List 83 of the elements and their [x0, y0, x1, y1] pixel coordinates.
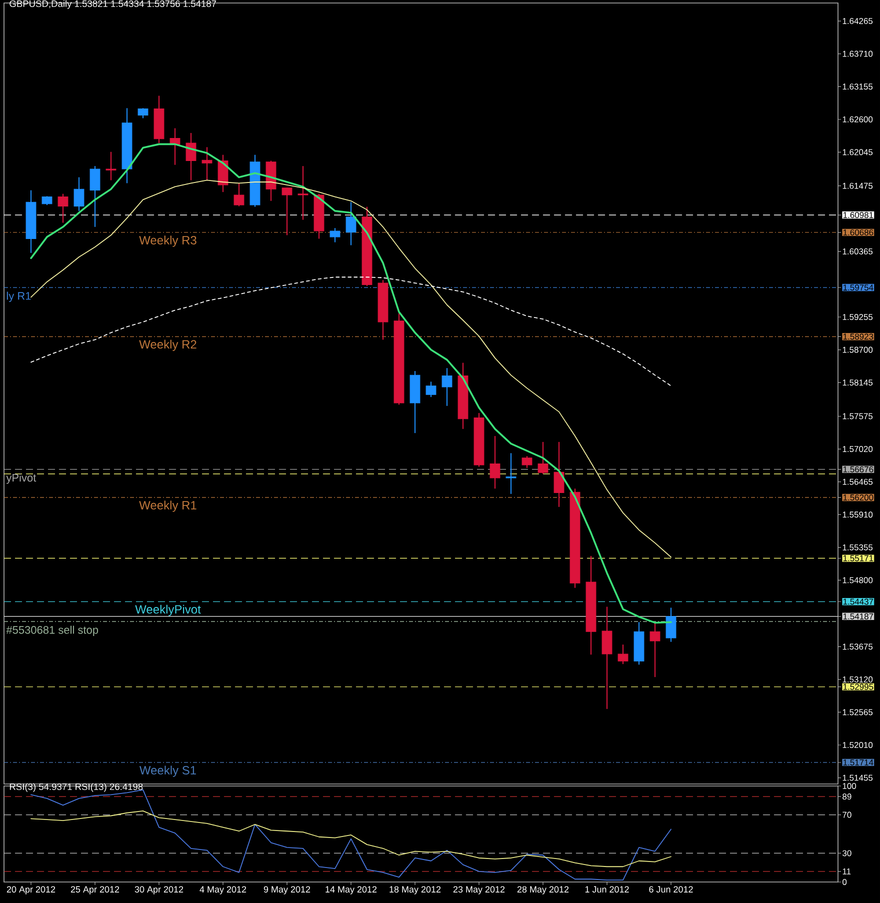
annotation: yPivot: [6, 474, 36, 484]
candlestick: [522, 456, 532, 468]
y-tick-label: 1.53120: [842, 676, 873, 682]
y-tick-label: 1.63710: [842, 50, 873, 57]
chart-title: RSI(3) 54.9371 RSI(13) 26.4198: [10, 783, 143, 792]
candlestick: [666, 607, 676, 642]
y-tick-label: 1.59255: [842, 314, 873, 320]
y-tick-label: 1.62045: [842, 149, 873, 156]
y-tick-label: 0: [842, 878, 847, 885]
candlestick: [602, 606, 612, 710]
y-tick-label: 1.58145: [842, 380, 873, 386]
y-tick-label: 1.58923: [843, 334, 874, 340]
y-tick-label: 1.51455: [842, 774, 873, 781]
annotation: ly R1: [6, 292, 31, 302]
candlestick: [554, 441, 564, 508]
candlestick: [346, 202, 356, 246]
y-tick-label: 11: [842, 868, 851, 874]
candlestick: [490, 436, 500, 490]
y-tick-label: 70: [842, 812, 852, 818]
ref-line-label: Weekly S1: [139, 766, 196, 777]
y-tick-label: 1.54187: [843, 613, 874, 620]
x-tick-label: 25 Apr 2012: [70, 886, 120, 894]
candlestick: [138, 108, 148, 119]
y-tick-label: 1.56676: [843, 466, 874, 472]
y-tick-label: 1.55355: [842, 544, 873, 550]
x-tick-label: 9 May 2012: [264, 886, 310, 894]
y-tick-label: 1.63155: [842, 84, 873, 90]
y-tick-label: 1.54437: [843, 598, 874, 605]
x-tick-label: 28 May 2012: [517, 886, 569, 894]
y-tick-label: 30: [842, 850, 852, 856]
y-tick-label: 1.64265: [842, 18, 873, 24]
candlestick: [186, 132, 196, 181]
y-tick-label: 100: [842, 782, 856, 789]
annotation: #5530681 sell stop: [6, 626, 98, 636]
y-tick-label: 1.56200: [843, 494, 874, 500]
candlestick: [506, 452, 516, 494]
y-tick-label: 1.55171: [843, 555, 874, 562]
y-tick-label: 1.57020: [842, 446, 873, 452]
x-tick-label: 18 May 2012: [390, 886, 441, 894]
candlestick: [170, 128, 180, 166]
x-tick-label: 6 Jun 2012: [649, 886, 693, 893]
y-tick-label: 1.55910: [842, 512, 873, 518]
ref-line-label: Weekly R2: [139, 340, 196, 351]
candlestick: [298, 166, 308, 220]
y-tick-label: 1.60686: [843, 229, 874, 236]
x-tick-label: 30 Apr 2012: [134, 886, 184, 894]
x-tick-label: 23 May 2012: [453, 886, 505, 894]
y-tick-label: 1.56465: [842, 478, 873, 485]
y-tick-label: 1.60981: [843, 212, 874, 218]
y-tick-label: 1.62600: [842, 116, 873, 122]
y-tick-label: 1.61475: [842, 182, 873, 189]
chart-title: GBPUSD,Daily 1.53821 1.54334 1.53756 1.54187: [10, 0, 216, 9]
ref-line-label: Weekly R3: [139, 236, 196, 247]
candlestick: [650, 622, 660, 678]
y-tick-label: 1.52565: [842, 709, 873, 716]
y-tick-label: 89: [842, 794, 852, 800]
candlestick: [90, 166, 100, 228]
candlestick: [58, 193, 68, 224]
y-tick-label: 1.58700: [842, 346, 873, 353]
candlestick: [618, 644, 628, 665]
candlestick: [282, 187, 292, 236]
candlestick: [202, 146, 212, 181]
y-tick-label: 1.52010: [842, 742, 873, 748]
ref-line-label: Weekly R1: [139, 500, 196, 512]
y-tick-label: 1.60365: [842, 248, 873, 254]
y-tick-label: 1.59754: [843, 284, 874, 291]
candlestick: [74, 176, 84, 212]
y-tick-label: 1.51714: [843, 760, 874, 766]
candlestick: [234, 182, 244, 207]
x-tick-label: 1 Jun 2012: [585, 886, 629, 893]
y-tick-label: 1.57575: [842, 413, 873, 420]
y-tick-label: 1.54800: [842, 577, 873, 584]
candlestick: [106, 151, 116, 181]
candlestick: [330, 228, 340, 243]
x-tick-label: 4 May 2012: [200, 886, 246, 894]
y-tick-label: 1.53675: [842, 644, 873, 650]
y-tick-label: 1.52995: [843, 684, 874, 690]
x-tick-label: 20 Apr 2012: [6, 886, 56, 894]
ref-line-label: WeeklyPivot: [135, 604, 201, 616]
candlestick: [426, 381, 436, 398]
candlestick: [538, 441, 548, 474]
x-tick-label: 14 May 2012: [326, 886, 377, 894]
candlestick: [442, 368, 452, 406]
